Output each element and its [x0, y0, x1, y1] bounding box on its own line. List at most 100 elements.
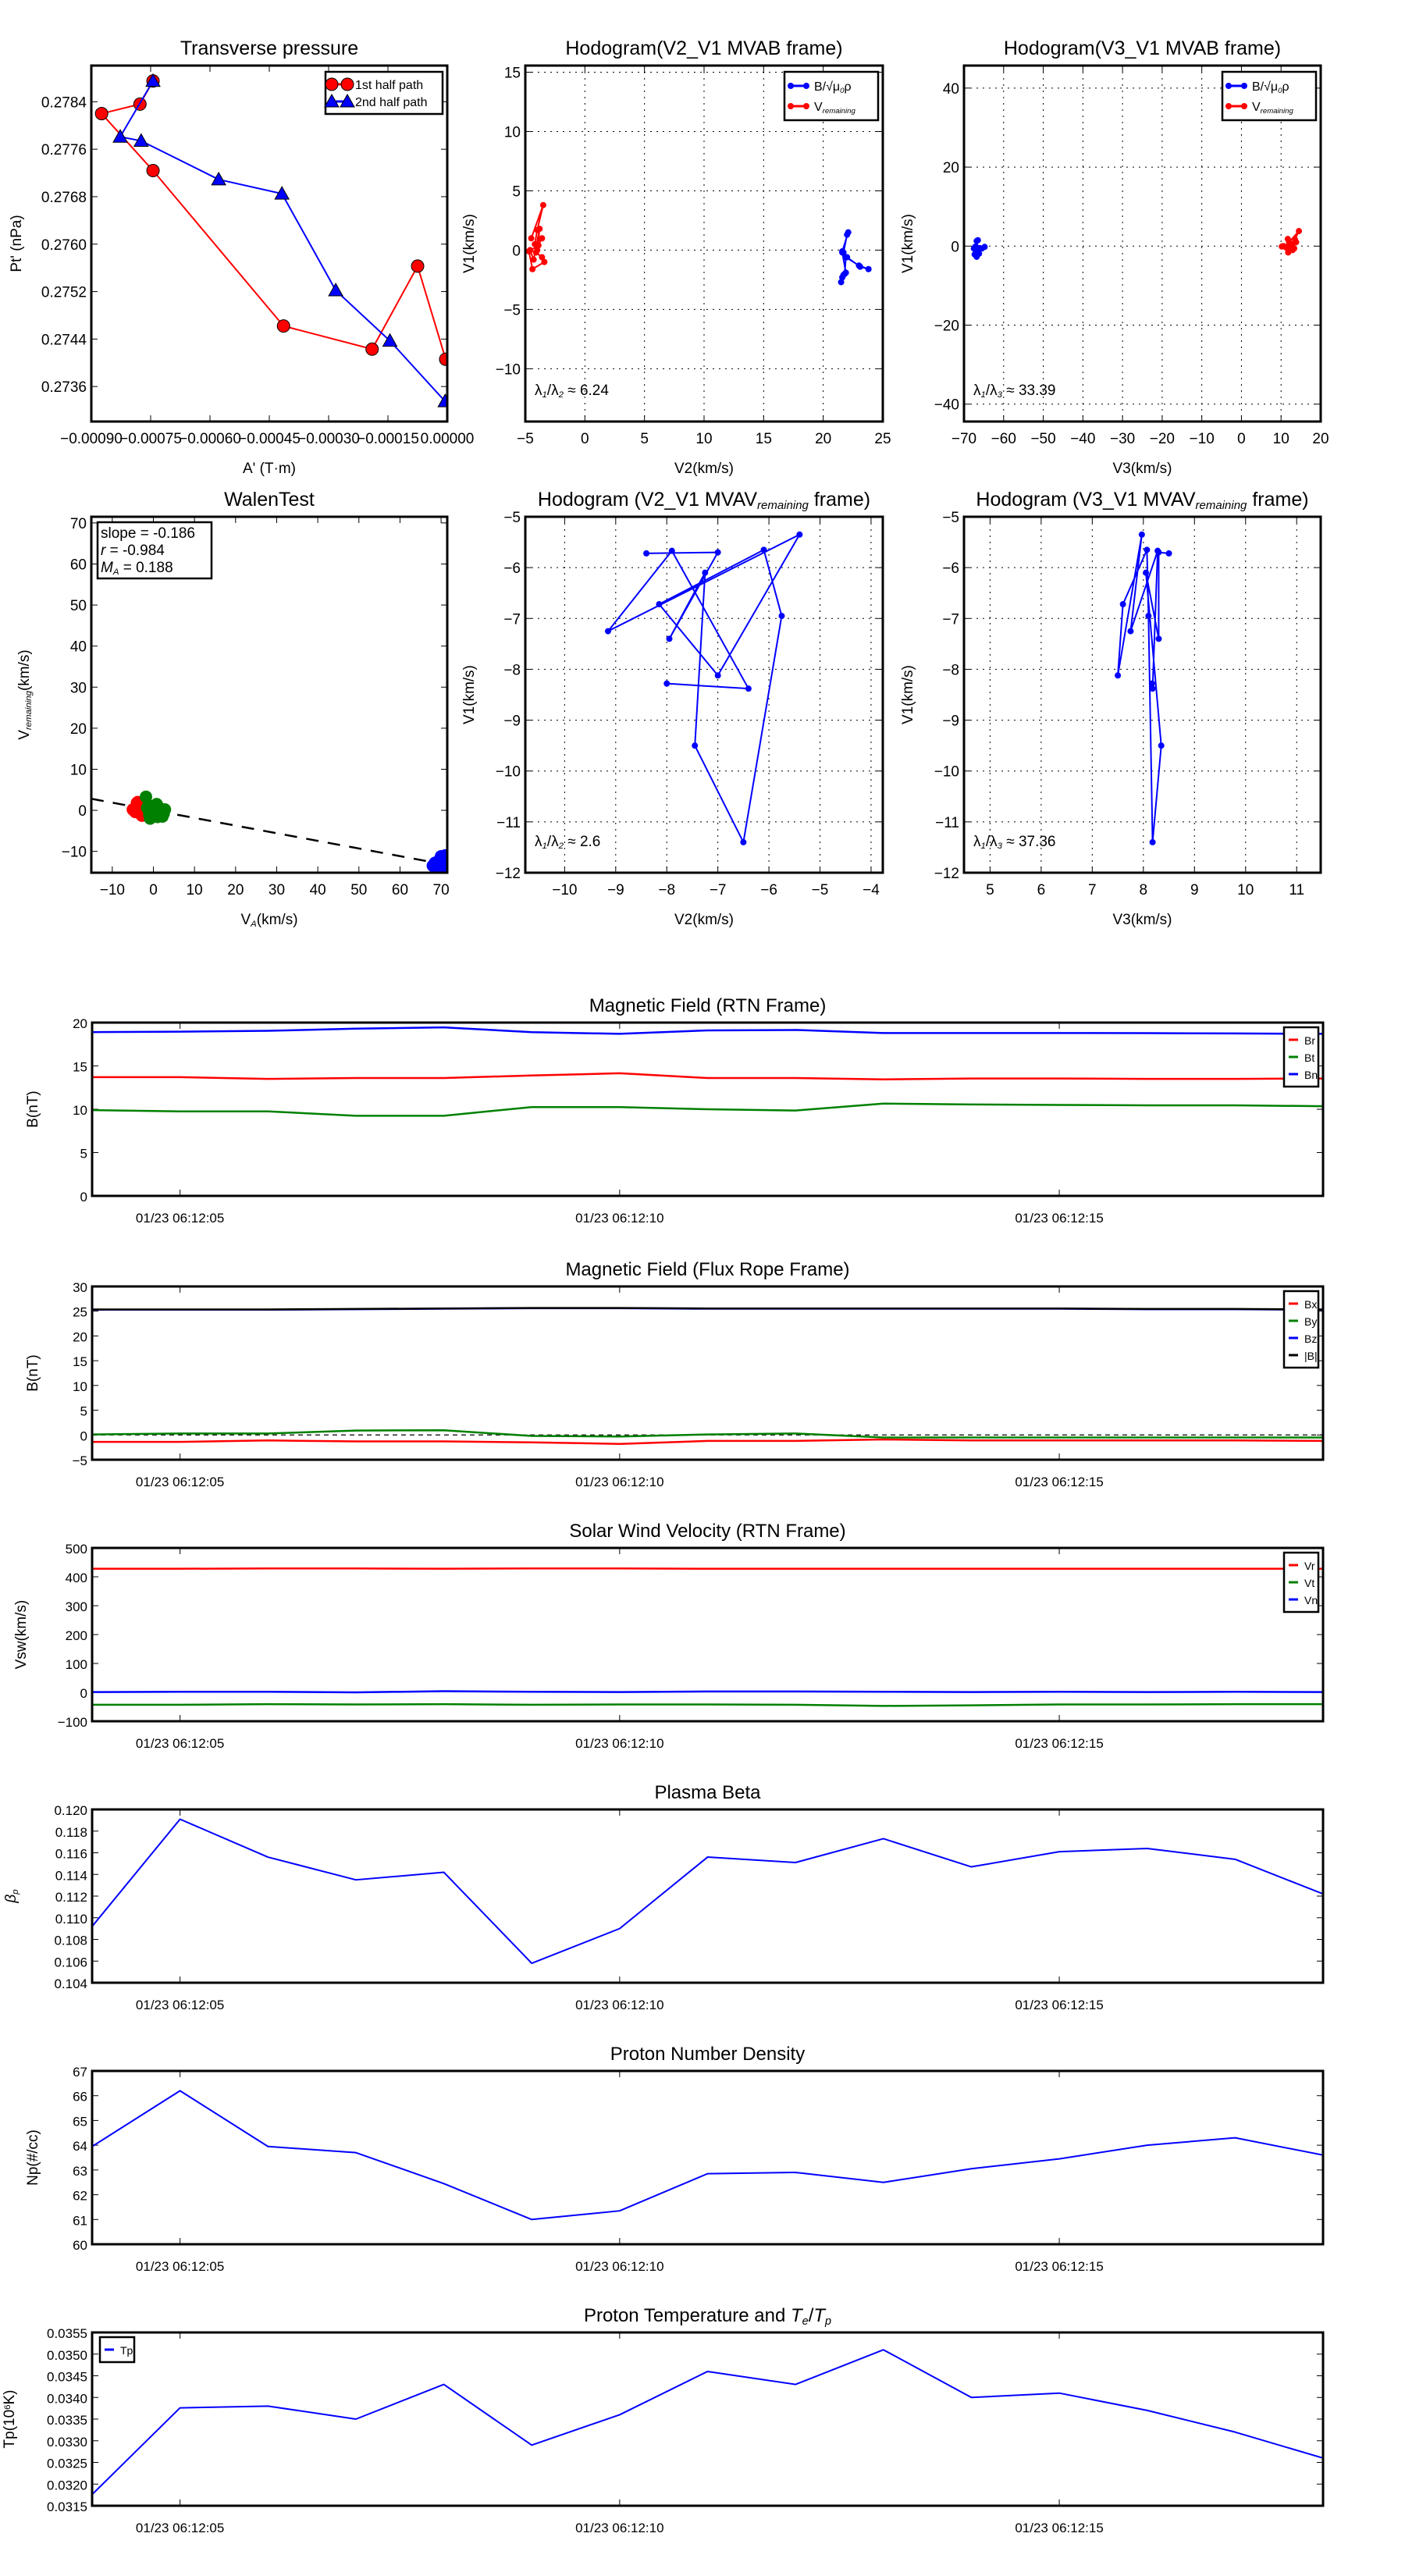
legend-label: |B| [1304, 1350, 1318, 1362]
y-tick-label: 61 [73, 2213, 87, 2228]
legend-label: Vt [1304, 1577, 1314, 1589]
data-point [530, 256, 537, 263]
series-0 [92, 2349, 1323, 2496]
data-point [1145, 613, 1152, 620]
y-tick-label: −10 [62, 845, 87, 861]
ratio-annotation-part: /λ [986, 382, 998, 399]
data-point [1296, 228, 1303, 235]
chart-title: Proton Number Density [610, 2044, 805, 2065]
plot-area [92, 1026, 1323, 1117]
data-point [855, 262, 863, 269]
ratio-annotation-part: 3 [998, 841, 1003, 851]
data-point [276, 319, 290, 333]
data-point [129, 806, 142, 819]
x-tick-label: 01/23 06:12:15 [1015, 2259, 1103, 2274]
data-point [656, 601, 663, 608]
y-tick-label: 40 [70, 639, 87, 656]
legend-marker [1225, 103, 1232, 109]
axes-frame [91, 1021, 1325, 1197]
series-0 [1115, 531, 1172, 845]
x-tick-label: 01/23 06:12:15 [1015, 1211, 1103, 1226]
legend-label-part: μ [1271, 80, 1278, 94]
series-line [92, 1429, 1323, 1439]
plot-area [92, 1307, 1323, 1445]
series-1 [92, 1102, 1323, 1117]
x-axis-label-part: V [240, 912, 251, 928]
series-0 [92, 1438, 1323, 1445]
y-tick-label: 64 [73, 2139, 87, 2154]
axes-frame [962, 64, 1322, 423]
x-axis-label: V3(km/s) [1113, 461, 1172, 477]
y-tick-label: 0.110 [55, 1912, 87, 1927]
series-line [92, 1307, 1323, 1311]
legend-label: Vremaining [1252, 101, 1293, 116]
data-point [539, 235, 546, 242]
series-0 [970, 237, 988, 260]
y-tick-label: 65 [73, 2114, 87, 2129]
series-line [92, 2090, 1323, 2221]
ratio-annotation-part: 2 [558, 390, 564, 400]
y-tick-label: −5 [503, 302, 521, 318]
legend: B/√μ0ρ Vremaining [783, 70, 880, 122]
y-tick-label: 20 [943, 160, 959, 176]
chart-title-part: e [802, 2315, 809, 2328]
chart-hodogram-v3-v1-mvab: −70 −60 −50 −40 −30 −20 −10 0 10 20−40−2002040Hod… [900, 37, 1329, 477]
series-1 [92, 1703, 1323, 1707]
y-tick-label: 0.2744 [41, 332, 87, 348]
y-tick-label: −8 [503, 662, 521, 678]
x-tick-label: 01/23 06:12:05 [136, 1211, 224, 1226]
x-tick-label: 01/23 06:12:05 [136, 1475, 224, 1489]
y-axis-label: Vsw(km/s) [13, 1600, 30, 1670]
x-tick-label: −10 [1190, 431, 1215, 447]
y-tick-label: −6 [503, 560, 521, 577]
data-point [274, 186, 290, 200]
chart-title-part: T [791, 2305, 804, 2326]
y-tick-label: 0.116 [55, 1847, 87, 1862]
axes-frame [524, 515, 884, 874]
y-tick-label: 0.0325 [47, 2457, 87, 2471]
y-axis-label: Tp(106K) [2, 2390, 18, 2449]
x-tick-label: −9 [607, 882, 624, 898]
y-tick-label: 0.2784 [41, 94, 87, 111]
x-tick-label: −10 [552, 882, 577, 898]
data-point [439, 352, 447, 366]
y-axis-label: Np(#/cc) [25, 2129, 41, 2186]
x-tick-label: 20 [227, 882, 244, 898]
chart-title-part: frame) [1247, 489, 1308, 511]
legend-label: 1st half path [355, 79, 423, 92]
data-point [839, 249, 846, 256]
chart-title: Hodogram (V3_V1 MVAVremaining frame) [976, 489, 1308, 512]
series-0 [94, 74, 447, 366]
data-point [714, 549, 721, 556]
series-1 [112, 73, 447, 407]
legend: Br Bt Bn [1282, 1026, 1320, 1088]
stats-line-part: M [101, 560, 113, 576]
plot-area [92, 2349, 1323, 2496]
y-axis-label: Vremaining(km/s) [16, 649, 34, 739]
y-tick-label: −9 [503, 713, 521, 730]
y-tick-label: 25 [73, 1305, 87, 1320]
y-tick-label: −12 [934, 866, 959, 882]
data-point [1284, 236, 1291, 243]
series-line [92, 1072, 1323, 1080]
data-point [796, 531, 803, 538]
legend-marker [340, 93, 355, 108]
y-tick-label: 200 [66, 1628, 87, 1643]
legend-marker [788, 103, 794, 109]
x-axis-label: V2(km/s) [674, 912, 734, 928]
y-tick-label: 0.2752 [41, 285, 87, 301]
chart-title-part: Hodogram (V2_V1 MVAV [538, 489, 757, 511]
chart-title-part: remaining [757, 499, 809, 512]
data-point [539, 254, 546, 261]
y-tick-label: −5 [503, 510, 521, 526]
y-tick-label: −100 [58, 1715, 87, 1730]
legend-label: Vremaining [814, 101, 855, 116]
data-point [529, 265, 536, 272]
data-point [1148, 680, 1155, 687]
data-point [666, 635, 673, 642]
chart-title: Magnetic Field (RTN Frame) [589, 995, 827, 1016]
plot-area [91, 790, 447, 873]
data-point [668, 547, 675, 554]
ratio-annotation: λ1/λ2 ≈ 6.24 [535, 382, 609, 400]
legend: Tp [98, 2336, 136, 2364]
